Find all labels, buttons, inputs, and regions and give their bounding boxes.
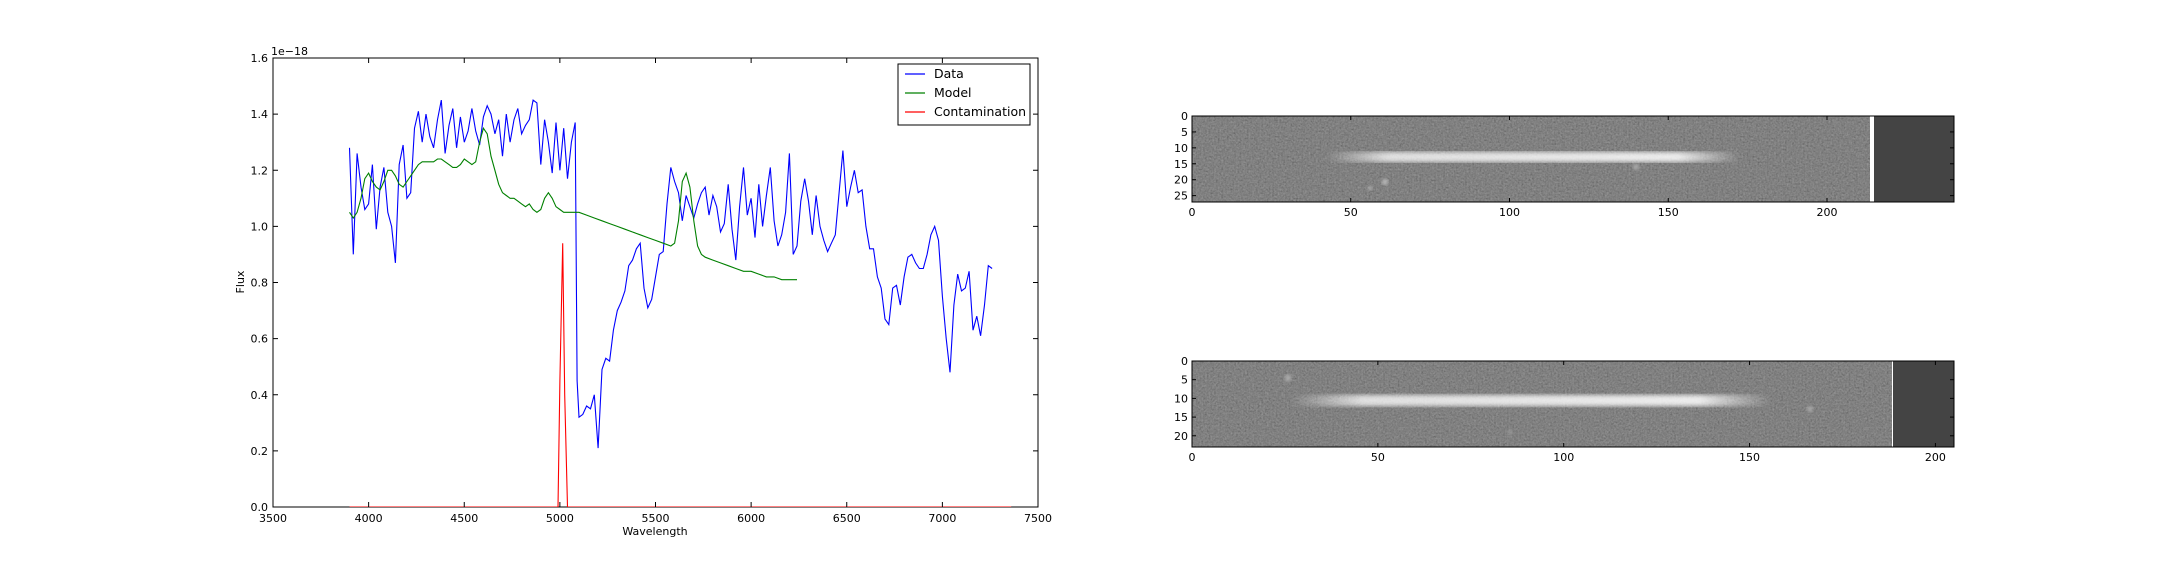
spectrum-legend: Data Model Contamination [897, 63, 1031, 126]
y-tick-label: 0.8 [251, 277, 269, 290]
legend-label-model: Model [934, 85, 972, 100]
legend-label-data: Data [934, 66, 964, 81]
y-tick-label: 25 [1174, 190, 1188, 203]
x-tick-label: 6000 [737, 512, 765, 525]
x-tick-label: 3500 [259, 512, 287, 525]
x-tick-label: 200 [1925, 451, 1946, 464]
y-tick-label: 1.4 [251, 108, 269, 121]
image-2-artifact [1507, 429, 1513, 435]
x-tick-label: 7000 [928, 512, 956, 525]
y-tick-label: 0 [1181, 110, 1188, 123]
x-tick-label: 7500 [1024, 512, 1052, 525]
x-tick-label: 5500 [642, 512, 670, 525]
x-tick-label: 100 [1499, 206, 1520, 219]
x-tick-label: 5000 [546, 512, 574, 525]
x-tick-label: 4000 [355, 512, 383, 525]
series-line-contamination [349, 243, 1012, 507]
y-tick-label: 5 [1181, 126, 1188, 139]
x-tick-label: 200 [1817, 206, 1838, 219]
image-1-artifact [1367, 185, 1373, 191]
spectrum-y-ticks: 0.0 0.2 0.4 0.6 0.8 1.0 1.2 1.4 1.6 [251, 52, 1038, 514]
image-2-x-ticks: 0 50 100 150 200 [1189, 361, 1946, 464]
image-1-artifact [1382, 179, 1388, 185]
x-tick-label: 6500 [833, 512, 861, 525]
image-1-y-ticks: 0 5 10 15 20 25 [1174, 110, 1954, 203]
image-1-masked-region [1874, 116, 1954, 202]
spectrum-series-group [348, 99, 1012, 507]
image-1-x-ticks: 0 50 100 150 200 [1189, 116, 1838, 219]
y-tick-label: 20 [1174, 430, 1188, 443]
x-tick-label: 0 [1189, 451, 1196, 464]
2d-spectrum-image-1: 0 50 100 150 200 0 5 10 15 20 25 [1174, 110, 1955, 219]
y-tick-label: 0.2 [251, 445, 269, 458]
image-2-frame [1191, 360, 1955, 448]
y-tick-label: 0.4 [251, 389, 269, 402]
y-tick-label: 15 [1174, 158, 1188, 171]
image-1-trace [1326, 152, 1740, 162]
spectrum-x-ticks: 3500 4000 4500 5000 5500 6000 6500 7000 7500 [259, 58, 1052, 525]
image-2-artifact [1284, 374, 1292, 382]
image-1-frame [1191, 115, 1955, 203]
legend-label-contamination: Contamination [934, 104, 1026, 119]
image-2-artifact [1807, 406, 1813, 412]
2d-spectrum-image-2: 0 50 100 150 200 0 5 10 15 20 [1174, 355, 1955, 464]
y-tick-label: 1.6 [251, 52, 269, 65]
spectrum-axes-frame [272, 57, 1039, 508]
x-tick-label: 50 [1344, 206, 1358, 219]
series-line-data [348, 99, 993, 449]
image-1-artifact [1633, 164, 1639, 170]
x-tick-label: 50 [1371, 451, 1385, 464]
y-tick-label: 5 [1181, 374, 1188, 387]
y-tick-label: 10 [1174, 142, 1188, 155]
y-tick-label: 0.6 [251, 333, 269, 346]
y-tick-label: 1.0 [251, 220, 269, 233]
y-tick-label: 20 [1174, 174, 1188, 187]
x-tick-label: 150 [1658, 206, 1679, 219]
spectrum-plot: 3500 4000 4500 5000 5500 6000 6500 7000 7500 0.0… [234, 45, 1052, 538]
y-tick-label: 1.2 [251, 164, 269, 177]
x-tick-label: 0 [1189, 206, 1196, 219]
x-tick-label: 4500 [450, 512, 478, 525]
y-tick-label: 0.0 [251, 501, 269, 514]
x-tick-label: 150 [1739, 451, 1760, 464]
x-tick-label: 100 [1553, 451, 1574, 464]
y-tick-label: 15 [1174, 411, 1188, 424]
y-tick-label: 10 [1174, 392, 1188, 405]
spectrum-offset-text: 1e−18 [271, 45, 308, 58]
series-line-model [349, 126, 797, 281]
image-2-masked-region [1893, 361, 1954, 447]
image-2-y-ticks: 0 5 10 15 20 [1174, 355, 1954, 443]
image-2-trace [1291, 395, 1771, 406]
spectrum-y-axis-label: Flux [234, 270, 247, 293]
spectrum-x-axis-label: Wavelength [622, 525, 687, 538]
y-tick-label: 0 [1181, 355, 1188, 368]
